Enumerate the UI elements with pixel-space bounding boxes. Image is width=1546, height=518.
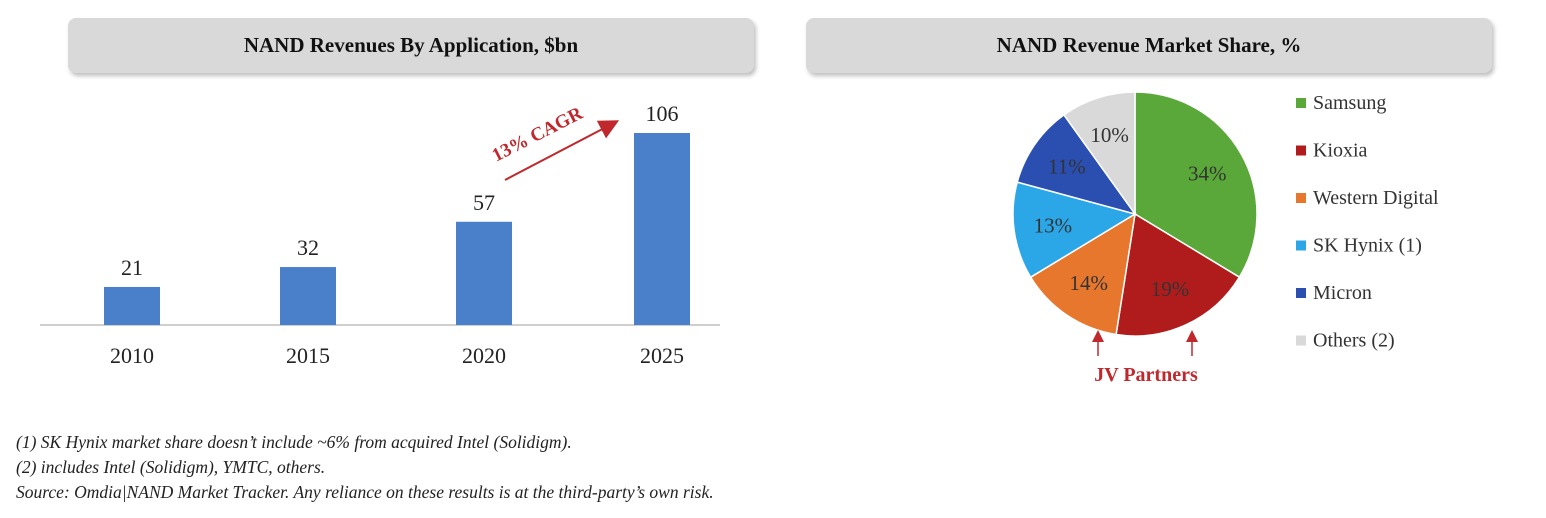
pie-chart-title: NAND Revenue Market Share, % (806, 18, 1492, 73)
pie-slice-label: 14% (1070, 271, 1109, 295)
footnote-1: (1) SK Hynix market share doesn’t includ… (16, 432, 572, 452)
pie-slice-label: 10% (1090, 123, 1129, 147)
x-tick-label: 2015 (286, 343, 330, 368)
legend-swatch (1296, 98, 1306, 108)
legend-swatch (1296, 288, 1306, 298)
bar-value-label: 21 (121, 255, 143, 280)
jv-partners-annotation: JV Partners (1094, 364, 1198, 386)
footnote-2: (2) includes Intel (Solidigm), YMTC, oth… (16, 457, 326, 477)
pie-slice-label: 19% (1151, 277, 1190, 301)
legend-entry: Western Digital (1313, 187, 1439, 209)
pie-slice-label: 13% (1034, 214, 1073, 238)
pie-slice-kioxia (1115, 212, 1241, 337)
bar-value-label: 106 (646, 101, 679, 126)
x-tick-label: 2010 (110, 343, 154, 368)
bar-2015 (280, 267, 336, 325)
pie-slice-others-2 (1062, 91, 1136, 217)
x-tick-label: 2025 (640, 343, 684, 368)
legend-entry: SK Hynix (1) (1313, 235, 1422, 257)
legend-entry: Micron (1313, 282, 1372, 304)
pie-slice-label: 11% (1048, 155, 1086, 179)
footnotes: (1) SK Hynix market share doesn’t includ… (16, 430, 1116, 505)
legend-entry: Others (2) (1313, 330, 1395, 352)
pie-slice-label: 34% (1188, 161, 1227, 185)
legend-entry: Samsung (1313, 92, 1386, 114)
cagr-arrow (504, 120, 620, 181)
bar-value-label: 57 (473, 190, 495, 215)
legend-swatch (1296, 193, 1306, 203)
legend-swatch (1296, 145, 1306, 156)
bar-2020 (456, 221, 512, 325)
footnote-source: Source: Omdia|NAND Market Tracker. Any r… (16, 482, 714, 502)
legend-entry: Kioxia (1313, 140, 1368, 162)
bar-value-label: 32 (297, 235, 319, 260)
x-tick-label: 2020 (462, 343, 506, 368)
bar-2010 (104, 286, 160, 325)
pie-slice-micron (1016, 113, 1137, 216)
pie-slice-samsung (1134, 91, 1258, 279)
bar-chart-title: NAND Revenues By Application, $bn (68, 18, 754, 73)
pie-slice-western-digital (1029, 212, 1136, 336)
legend-swatch (1296, 335, 1306, 346)
legend-swatch (1296, 240, 1306, 251)
bar-2025 (634, 133, 690, 325)
